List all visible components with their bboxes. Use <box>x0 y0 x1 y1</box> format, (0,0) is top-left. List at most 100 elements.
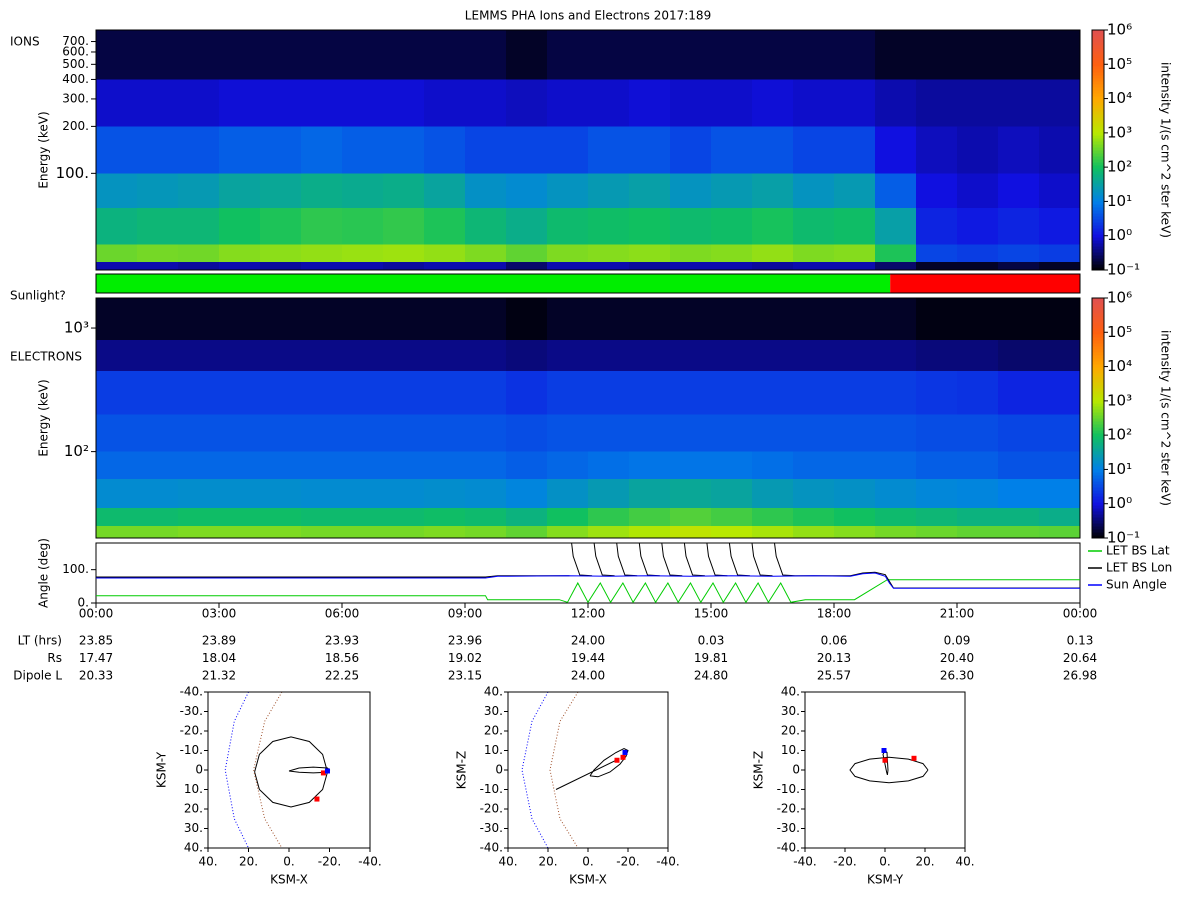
intensity-cell <box>219 173 261 208</box>
x-tick-label: 12:00 <box>571 607 606 621</box>
intensity-cell <box>219 244 261 263</box>
colorbar-swatch <box>1092 349 1104 353</box>
intensity-cell <box>1039 173 1081 208</box>
ephemeris-value: 0.06 <box>821 634 848 648</box>
intensity-cell <box>506 173 548 208</box>
ephemeris-value: 26.98 <box>1063 669 1097 683</box>
intensity-cell <box>96 340 138 371</box>
intensity-cell <box>670 507 712 527</box>
intensity-cell <box>506 126 548 174</box>
colorbar-swatch <box>1092 457 1104 461</box>
orbit-trace <box>555 759 617 790</box>
colorbar-swatch <box>1092 261 1104 265</box>
intensity-cell <box>96 479 138 508</box>
ephemeris-value: 22.25 <box>325 669 359 683</box>
colorbar-swatch <box>1092 156 1104 160</box>
intensity-cell <box>1039 298 1081 341</box>
intensity-cell <box>957 479 999 508</box>
intensity-cell <box>178 262 220 270</box>
colorbar-swatch <box>1092 195 1104 199</box>
intensity-cell <box>957 414 999 452</box>
legend-label: Sun Angle <box>1106 578 1167 592</box>
intensity-cell <box>547 79 589 127</box>
intensity-cell <box>301 30 343 80</box>
intensity-cell <box>342 262 384 270</box>
colorbar-swatch <box>1092 361 1104 365</box>
intensity-cell <box>506 414 548 452</box>
intensity-cell <box>957 79 999 127</box>
intensity-cell <box>96 414 138 452</box>
colorbar-tick-label: 10¹ <box>1107 192 1132 210</box>
colorbar-swatch <box>1092 364 1104 368</box>
colorbar-swatch <box>1092 325 1104 329</box>
colorbar-swatch <box>1092 466 1104 470</box>
colorbar-swatch <box>1092 66 1104 70</box>
intensity-cell <box>383 451 425 480</box>
intensity-cell <box>752 526 794 538</box>
colorbar-swatch <box>1092 382 1104 386</box>
x-tick-label: -20. <box>318 855 341 869</box>
intensity-cell <box>178 451 220 480</box>
y-tick-label: 0 <box>495 763 503 777</box>
ephemeris-label: LT (hrs) <box>18 634 62 648</box>
colorbar-tick-label: 10³ <box>1107 391 1132 409</box>
intensity-cell <box>916 451 958 480</box>
intensity-cell <box>137 173 179 208</box>
ephemeris-value: 0.13 <box>1067 634 1094 648</box>
y-axis-title: KSM-Y <box>155 751 169 788</box>
intensity-cell <box>137 340 179 371</box>
x-tick-label: -40. <box>793 855 816 869</box>
intensity-cell <box>547 173 589 208</box>
intensity-cell <box>957 507 999 527</box>
colorbar-swatch <box>1092 475 1104 479</box>
figure-title: LEMMS PHA Ions and Electrons 2017:189 <box>465 9 711 23</box>
colorbar-swatch <box>1092 454 1104 458</box>
colorbar-swatch <box>1092 505 1104 509</box>
intensity-cell <box>260 451 302 480</box>
intensity-cell <box>834 30 876 80</box>
colorbar-swatch <box>1092 478 1104 482</box>
intensity-cell <box>875 173 917 208</box>
intensity-cell <box>834 126 876 174</box>
intensity-cell <box>96 79 138 127</box>
colorbar-swatch <box>1092 298 1104 302</box>
intensity-cell <box>342 244 384 263</box>
colorbar-swatch <box>1092 249 1104 253</box>
y-tick-label: 30. <box>781 704 800 718</box>
x-tick-label: 20. <box>239 855 258 869</box>
intensity-cell <box>998 298 1040 341</box>
intensity-cell <box>137 244 179 263</box>
intensity-cell <box>752 340 794 371</box>
intensity-cell <box>96 126 138 174</box>
colorbar-swatch <box>1092 102 1104 106</box>
intensity-cell <box>506 79 548 127</box>
angle-line <box>96 542 1080 589</box>
intensity-cell <box>547 30 589 80</box>
colorbar-swatch <box>1092 120 1104 124</box>
ephemeris-value: 0.03 <box>698 634 725 648</box>
intensity-cell <box>875 451 917 480</box>
intensity-cell <box>547 507 589 527</box>
panel-label: IONS <box>10 35 40 49</box>
colorbar-swatch <box>1092 228 1104 232</box>
intensity-cell <box>875 126 917 174</box>
intensity-cell <box>506 526 548 538</box>
intensity-cell <box>96 262 138 270</box>
colorbar-swatch <box>1092 322 1104 326</box>
intensity-cell <box>96 244 138 263</box>
colorbar-swatch <box>1092 207 1104 211</box>
intensity-cell <box>424 298 466 341</box>
colorbar-swatch <box>1092 442 1104 446</box>
intensity-cell <box>260 370 302 415</box>
colorbar-swatch <box>1092 51 1104 55</box>
intensity-cell <box>424 479 466 508</box>
intensity-cell <box>998 173 1040 208</box>
ephemeris-value: 24.00 <box>571 669 605 683</box>
colorbar-title: intensity 1/(s cm^2 ster keV) <box>1159 62 1173 238</box>
intensity-cell <box>629 207 671 245</box>
x-tick-label: -20. <box>833 855 856 869</box>
intensity-cell <box>752 126 794 174</box>
colorbar-swatch <box>1092 328 1104 332</box>
intensity-cell <box>793 30 835 80</box>
intensity-cell <box>424 340 466 371</box>
